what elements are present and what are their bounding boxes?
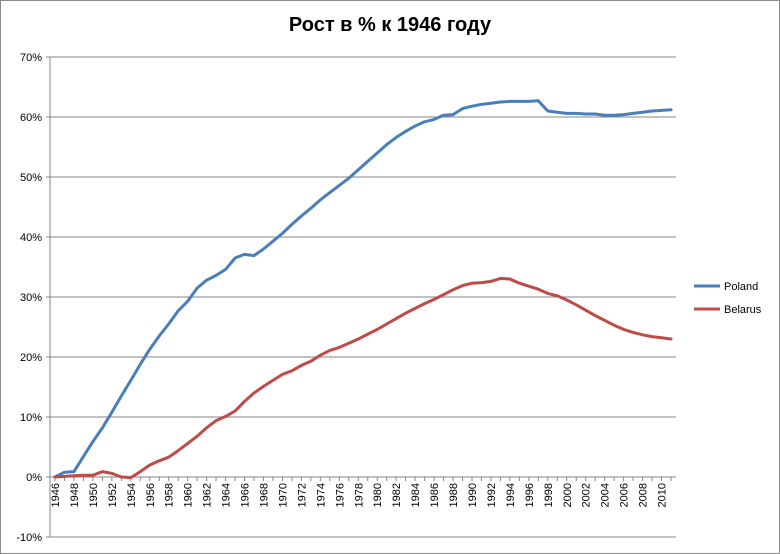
x-tick-label: 1948 <box>69 483 81 507</box>
x-tick-label: 1954 <box>126 483 138 507</box>
x-tick-label: 1972 <box>296 483 308 507</box>
y-tick-label: -10% <box>16 532 42 544</box>
x-tick-label: 1984 <box>410 483 422 507</box>
y-tick-label: 70% <box>20 52 42 64</box>
x-tick-label: 1964 <box>221 483 233 507</box>
x-tick-label: 1962 <box>202 483 214 507</box>
x-tick-label: 1952 <box>107 483 119 507</box>
x-tick-label: 1998 <box>543 483 555 507</box>
x-tick-label: 1980 <box>372 483 384 507</box>
series-line-poland <box>53 99 673 479</box>
x-tick-label: 1990 <box>467 483 479 507</box>
y-tick-label: 20% <box>20 352 42 364</box>
y-tick-label: 40% <box>20 232 42 244</box>
y-tick-label: 30% <box>20 292 42 304</box>
x-tick-label: 2000 <box>562 483 574 507</box>
y-tick-label: 50% <box>20 172 42 184</box>
x-tick-label: 1996 <box>524 483 536 507</box>
y-tick-label: 60% <box>20 112 42 124</box>
x-tick-label: 2010 <box>657 483 669 507</box>
x-tick-label: 1994 <box>505 483 517 507</box>
x-tick-label: 2002 <box>581 483 593 507</box>
x-tick-label: 1976 <box>334 483 346 507</box>
x-tick-label: 1966 <box>240 483 252 507</box>
x-tick-label: 1970 <box>277 483 289 507</box>
x-tick-label: 1974 <box>315 483 327 507</box>
legend-label-belarus: Belarus <box>724 304 762 316</box>
x-tick-label: 1968 <box>258 483 270 507</box>
y-tick-label: 10% <box>20 412 42 424</box>
chart-title: Рост в % к 1946 году <box>288 14 492 36</box>
x-tick-label: 1958 <box>164 483 176 507</box>
x-tick-label: 1988 <box>448 483 460 507</box>
x-tick-label: 1986 <box>429 483 441 507</box>
x-tick-label: 1950 <box>88 483 100 507</box>
x-tick-label: 1956 <box>145 483 157 507</box>
x-tick-label: 1992 <box>486 483 498 507</box>
x-tick-label: 2008 <box>638 483 650 507</box>
series-line-belarus <box>53 276 673 480</box>
y-tick-label: 0% <box>26 472 42 484</box>
x-tick-label: 2006 <box>619 483 631 507</box>
x-tick-label: 1978 <box>353 483 365 507</box>
x-tick-label: 1946 <box>50 483 62 507</box>
x-tick-label: 1982 <box>391 483 403 507</box>
legend-label-poland: Poland <box>724 281 758 293</box>
x-tick-label: 1960 <box>183 483 195 507</box>
x-tick-label: 2004 <box>600 483 612 507</box>
